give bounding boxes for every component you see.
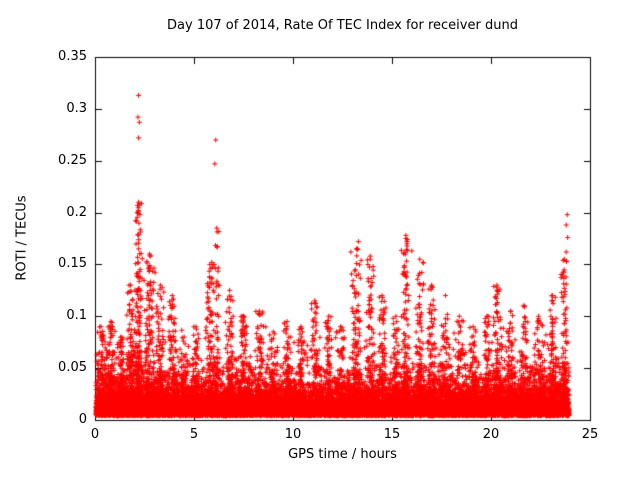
x-tick-label: 10	[284, 427, 302, 442]
y-tick-label: 0.2	[66, 204, 87, 220]
x-tick-label: 0	[90, 427, 100, 442]
x-tick-label: 25	[581, 427, 599, 442]
y-tick-label: 0.05	[58, 360, 87, 376]
x-tick-label: 20	[482, 427, 500, 442]
y-tick-label: 0.1	[66, 308, 87, 324]
chart-title: Day 107 of 2014, Rate Of TEC Index for r…	[167, 18, 518, 33]
x-tick-label: 15	[383, 427, 401, 442]
y-tick-label: 0.15	[58, 256, 87, 272]
y-tick-label: 0	[78, 412, 87, 427]
x-axis-label: GPS time / hours	[288, 447, 397, 462]
y-tick-label: 0.25	[58, 152, 87, 168]
y-axis-label: ROTI / TECUs	[14, 195, 30, 281]
x-tick-label: 5	[189, 427, 199, 442]
y-tick-label: 0.3	[66, 100, 87, 116]
y-tick-label: 0.35	[58, 49, 87, 64]
